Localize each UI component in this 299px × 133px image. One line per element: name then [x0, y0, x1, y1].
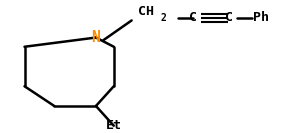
Text: N: N — [91, 30, 100, 45]
Text: 2: 2 — [160, 13, 166, 23]
Text: C: C — [189, 11, 197, 24]
Text: CH: CH — [138, 5, 154, 18]
Text: Et: Et — [106, 119, 122, 132]
Text: C: C — [225, 11, 233, 24]
Text: Ph: Ph — [253, 11, 269, 24]
